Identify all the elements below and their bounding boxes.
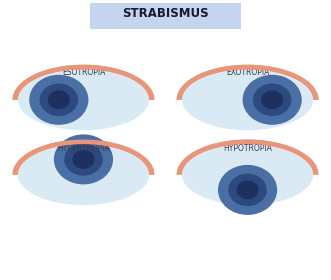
Ellipse shape: [29, 75, 88, 125]
Polygon shape: [13, 140, 154, 175]
Polygon shape: [177, 140, 318, 175]
Polygon shape: [177, 140, 318, 175]
Ellipse shape: [218, 165, 277, 215]
Ellipse shape: [182, 69, 313, 130]
Text: HYPERTROPIA: HYPERTROPIA: [57, 144, 110, 153]
Ellipse shape: [253, 83, 291, 116]
Ellipse shape: [48, 90, 70, 109]
Ellipse shape: [72, 150, 95, 169]
Ellipse shape: [40, 83, 78, 116]
Polygon shape: [177, 65, 318, 100]
Ellipse shape: [64, 143, 103, 176]
FancyBboxPatch shape: [90, 3, 241, 29]
Polygon shape: [13, 65, 154, 100]
Text: ESOTROPIA: ESOTROPIA: [62, 67, 105, 77]
Ellipse shape: [18, 69, 149, 130]
Text: STRABISMUS: STRABISMUS: [122, 7, 209, 20]
Ellipse shape: [18, 144, 149, 205]
Ellipse shape: [228, 174, 267, 206]
Ellipse shape: [261, 90, 283, 109]
Ellipse shape: [236, 181, 259, 199]
Ellipse shape: [243, 75, 302, 125]
Text: HYPOTROPIA: HYPOTROPIA: [223, 144, 272, 153]
Polygon shape: [13, 65, 154, 100]
Polygon shape: [13, 140, 154, 175]
Polygon shape: [177, 65, 318, 100]
Ellipse shape: [182, 144, 313, 205]
Text: EXOTROPIA: EXOTROPIA: [226, 67, 269, 77]
Ellipse shape: [54, 134, 113, 185]
